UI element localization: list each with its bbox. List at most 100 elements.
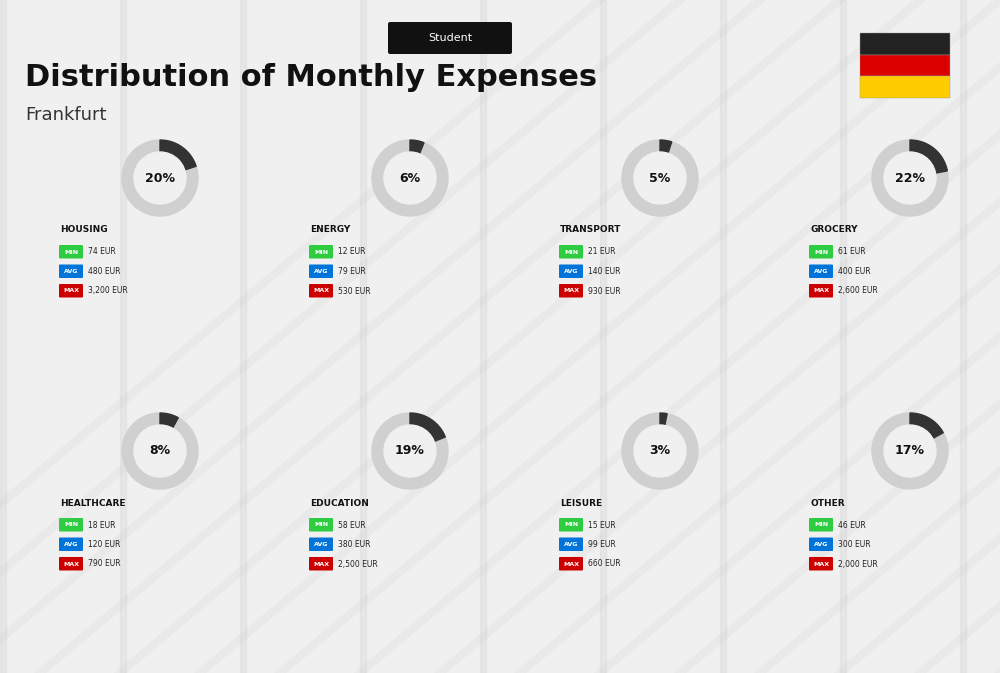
- Text: GROCERY: GROCERY: [810, 225, 858, 234]
- Polygon shape: [910, 413, 943, 439]
- Text: 300 EUR: 300 EUR: [838, 540, 871, 549]
- Text: TRANSPORT: TRANSPORT: [560, 225, 621, 234]
- Text: MAX: MAX: [313, 561, 329, 567]
- FancyBboxPatch shape: [309, 538, 333, 551]
- Text: HOUSING: HOUSING: [60, 225, 108, 234]
- Text: 2,600 EUR: 2,600 EUR: [838, 287, 878, 295]
- Text: 22%: 22%: [895, 172, 925, 184]
- Text: 3%: 3%: [649, 444, 671, 458]
- Text: AVG: AVG: [564, 269, 578, 274]
- FancyBboxPatch shape: [559, 245, 583, 258]
- Text: 21 EUR: 21 EUR: [588, 248, 616, 256]
- Text: AVG: AVG: [814, 269, 828, 274]
- Polygon shape: [410, 140, 424, 154]
- Polygon shape: [872, 413, 948, 489]
- Polygon shape: [372, 140, 448, 216]
- Text: 380 EUR: 380 EUR: [338, 540, 370, 549]
- Text: MIN: MIN: [314, 250, 328, 254]
- Text: 99 EUR: 99 EUR: [588, 540, 616, 549]
- Text: 61 EUR: 61 EUR: [838, 248, 866, 256]
- FancyBboxPatch shape: [559, 538, 583, 551]
- Polygon shape: [160, 413, 178, 428]
- FancyBboxPatch shape: [809, 245, 833, 258]
- FancyBboxPatch shape: [59, 557, 83, 571]
- Text: 2,000 EUR: 2,000 EUR: [838, 559, 878, 569]
- FancyBboxPatch shape: [59, 245, 83, 258]
- FancyBboxPatch shape: [309, 557, 333, 571]
- Bar: [860, 76, 950, 98]
- Text: 20%: 20%: [145, 172, 175, 184]
- Polygon shape: [660, 413, 667, 425]
- Polygon shape: [910, 140, 947, 173]
- Text: MAX: MAX: [63, 561, 79, 567]
- Text: MIN: MIN: [64, 522, 78, 528]
- FancyBboxPatch shape: [309, 245, 333, 258]
- Text: MIN: MIN: [564, 522, 578, 528]
- FancyBboxPatch shape: [559, 264, 583, 278]
- Text: MAX: MAX: [63, 289, 79, 293]
- Bar: [860, 33, 950, 55]
- FancyBboxPatch shape: [559, 284, 583, 297]
- Polygon shape: [122, 413, 198, 489]
- Text: MAX: MAX: [813, 561, 829, 567]
- Polygon shape: [122, 140, 198, 216]
- Text: 930 EUR: 930 EUR: [588, 287, 621, 295]
- Text: AVG: AVG: [814, 542, 828, 547]
- Text: 58 EUR: 58 EUR: [338, 520, 366, 530]
- Text: 18 EUR: 18 EUR: [88, 520, 116, 530]
- Text: AVG: AVG: [64, 542, 78, 547]
- Polygon shape: [410, 413, 445, 441]
- Text: AVG: AVG: [314, 269, 328, 274]
- Circle shape: [634, 425, 686, 477]
- FancyBboxPatch shape: [59, 284, 83, 297]
- Text: OTHER: OTHER: [810, 499, 845, 507]
- Circle shape: [884, 425, 936, 477]
- Polygon shape: [160, 140, 196, 170]
- Text: 5%: 5%: [649, 172, 671, 184]
- Text: 17%: 17%: [895, 444, 925, 458]
- Text: AVG: AVG: [564, 542, 578, 547]
- Text: 530 EUR: 530 EUR: [338, 287, 371, 295]
- FancyBboxPatch shape: [59, 264, 83, 278]
- Text: 19%: 19%: [395, 444, 425, 458]
- Polygon shape: [872, 140, 948, 216]
- FancyBboxPatch shape: [59, 538, 83, 551]
- Text: 2,500 EUR: 2,500 EUR: [338, 559, 378, 569]
- Text: HEALTHCARE: HEALTHCARE: [60, 499, 126, 507]
- Text: 400 EUR: 400 EUR: [838, 267, 871, 276]
- FancyBboxPatch shape: [809, 264, 833, 278]
- Text: Student: Student: [428, 33, 472, 43]
- Text: AVG: AVG: [64, 269, 78, 274]
- Polygon shape: [372, 413, 448, 489]
- Text: MIN: MIN: [564, 250, 578, 254]
- Text: LEISURE: LEISURE: [560, 499, 602, 507]
- Text: Frankfurt: Frankfurt: [25, 106, 106, 124]
- Text: 79 EUR: 79 EUR: [338, 267, 366, 276]
- Text: 46 EUR: 46 EUR: [838, 520, 866, 530]
- Text: MAX: MAX: [313, 289, 329, 293]
- FancyBboxPatch shape: [809, 557, 833, 571]
- FancyBboxPatch shape: [809, 518, 833, 532]
- Text: 660 EUR: 660 EUR: [588, 559, 621, 569]
- Polygon shape: [660, 140, 672, 153]
- Text: 480 EUR: 480 EUR: [88, 267, 121, 276]
- Circle shape: [384, 425, 436, 477]
- Text: 15 EUR: 15 EUR: [588, 520, 616, 530]
- Text: 8%: 8%: [149, 444, 171, 458]
- Text: 6%: 6%: [399, 172, 421, 184]
- Text: MAX: MAX: [563, 561, 579, 567]
- Bar: [860, 55, 950, 76]
- FancyBboxPatch shape: [809, 538, 833, 551]
- Text: Distribution of Monthly Expenses: Distribution of Monthly Expenses: [25, 63, 597, 92]
- Text: 140 EUR: 140 EUR: [588, 267, 620, 276]
- FancyBboxPatch shape: [809, 284, 833, 297]
- FancyBboxPatch shape: [388, 22, 512, 54]
- Text: 3,200 EUR: 3,200 EUR: [88, 287, 128, 295]
- Circle shape: [134, 152, 186, 204]
- Circle shape: [134, 425, 186, 477]
- FancyBboxPatch shape: [59, 518, 83, 532]
- Text: MAX: MAX: [813, 289, 829, 293]
- Text: MIN: MIN: [64, 250, 78, 254]
- FancyBboxPatch shape: [559, 518, 583, 532]
- FancyBboxPatch shape: [309, 264, 333, 278]
